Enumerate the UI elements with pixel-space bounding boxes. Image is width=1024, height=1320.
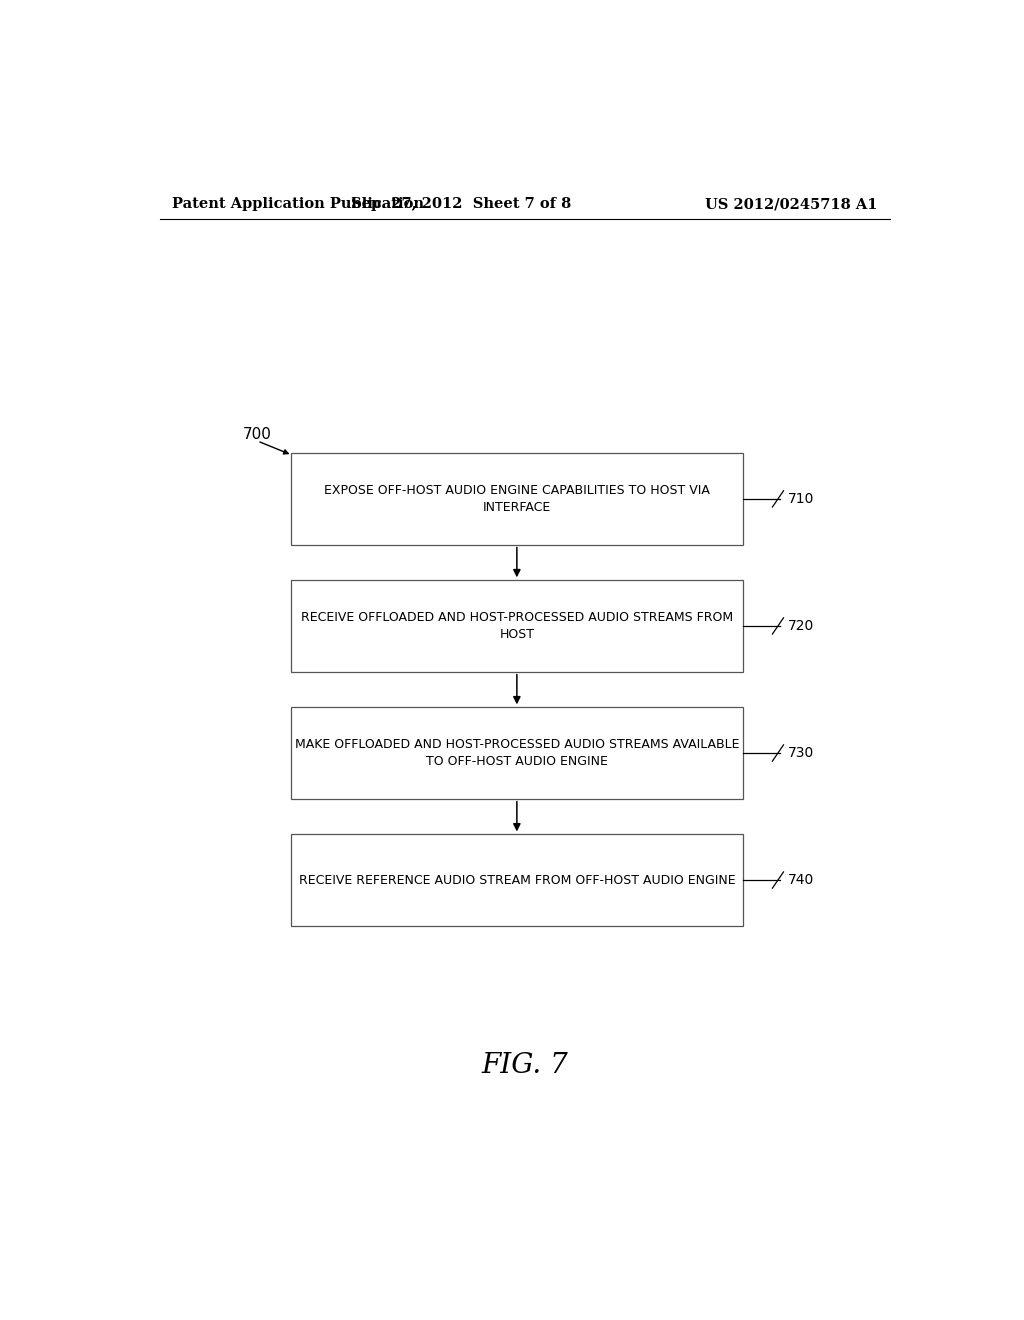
Text: 710: 710 <box>788 492 815 506</box>
FancyBboxPatch shape <box>291 453 743 545</box>
Text: EXPOSE OFF-HOST AUDIO ENGINE CAPABILITIES TO HOST VIA
INTERFACE: EXPOSE OFF-HOST AUDIO ENGINE CAPABILITIE… <box>324 484 710 513</box>
Text: MAKE OFFLOADED AND HOST-PROCESSED AUDIO STREAMS AVAILABLE
TO OFF-HOST AUDIO ENGI: MAKE OFFLOADED AND HOST-PROCESSED AUDIO … <box>295 738 739 768</box>
Text: RECEIVE REFERENCE AUDIO STREAM FROM OFF-HOST AUDIO ENGINE: RECEIVE REFERENCE AUDIO STREAM FROM OFF-… <box>299 874 735 887</box>
Text: Patent Application Publication: Patent Application Publication <box>172 197 424 211</box>
FancyBboxPatch shape <box>291 581 743 672</box>
Text: RECEIVE OFFLOADED AND HOST-PROCESSED AUDIO STREAMS FROM
HOST: RECEIVE OFFLOADED AND HOST-PROCESSED AUD… <box>301 611 733 642</box>
Text: FIG. 7: FIG. 7 <box>481 1052 568 1078</box>
Text: US 2012/0245718 A1: US 2012/0245718 A1 <box>706 197 878 211</box>
FancyBboxPatch shape <box>291 834 743 925</box>
Text: 700: 700 <box>243 428 272 442</box>
FancyBboxPatch shape <box>291 708 743 799</box>
Text: 740: 740 <box>788 873 814 887</box>
Text: 730: 730 <box>788 746 814 760</box>
Text: Sep. 27, 2012  Sheet 7 of 8: Sep. 27, 2012 Sheet 7 of 8 <box>351 197 571 211</box>
Text: 720: 720 <box>788 619 814 634</box>
